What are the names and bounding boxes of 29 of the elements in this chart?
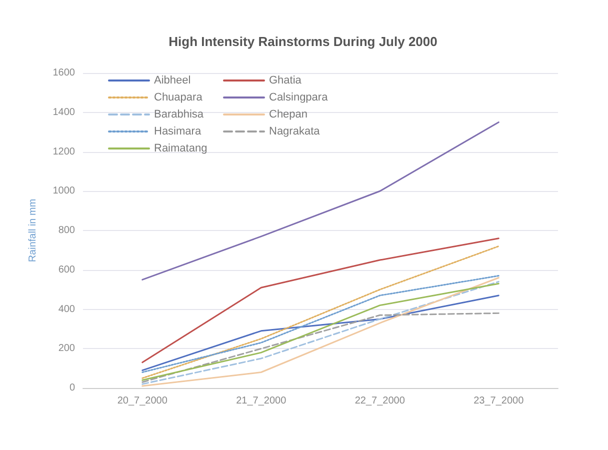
y-tick-label: 200 [58,343,76,354]
legend-label: Aibheel [154,74,191,86]
y-tick-label: 400 [58,304,76,315]
legend-label: Raimatang [154,142,208,154]
line-series [142,294,500,372]
y-tick-label: 1400 [52,106,76,118]
y-tick-label: 1600 [52,68,76,78]
chart-title: High Intensity Rainstorms During July 2000 [168,34,438,49]
legend-label: Calsingpara [269,92,329,104]
y-tick-label: 600 [58,264,76,276]
line-series [142,121,500,280]
legend-label: Ghatia [269,74,302,86]
x-tick-label: 21_7_2000 [236,396,287,406]
x-tick-label: 20_7_2000 [117,396,168,406]
x-tick-label: 23_7_2000 [474,396,524,406]
legend-label: Chepan [269,108,308,120]
y-tick-label: 1000 [52,186,76,197]
legend-label: Chuapara [154,92,204,104]
line-series [142,312,500,383]
legend-label: Nagrakata [269,126,321,138]
y-tick-label: 1200 [52,146,76,158]
legend-label: Hasimara [154,126,202,138]
line-series [142,238,500,364]
y-tick-label: 0 [69,382,76,394]
y-axis-title: Rainfall in mm [28,198,38,262]
legend-label: Barabhisa [154,108,204,120]
x-tick-label: 22_7_2000 [354,396,406,406]
y-tick-label: 800 [58,225,76,236]
line-series [142,246,500,379]
